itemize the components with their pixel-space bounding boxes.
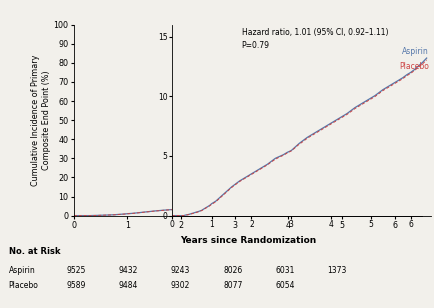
Text: Placebo: Placebo	[398, 62, 427, 71]
Text: Placebo: Placebo	[9, 281, 39, 290]
Text: No. at Risk: No. at Risk	[9, 247, 60, 256]
Text: 9589: 9589	[66, 281, 85, 290]
Text: 9243: 9243	[171, 265, 190, 274]
Text: 9484: 9484	[118, 281, 138, 290]
Text: 6031: 6031	[275, 265, 294, 274]
Text: 9432: 9432	[118, 265, 138, 274]
Text: 9525: 9525	[66, 265, 85, 274]
Text: Aspirin: Aspirin	[401, 47, 427, 56]
Y-axis label: Cumulative Incidence of Primary
Composite End Point (%): Cumulative Incidence of Primary Composit…	[31, 55, 50, 186]
Text: 6054: 6054	[275, 281, 294, 290]
Text: 8077: 8077	[223, 281, 242, 290]
X-axis label: Years since Randomization: Years since Randomization	[179, 236, 316, 245]
Text: 8026: 8026	[223, 265, 242, 274]
Text: 1373: 1373	[327, 265, 346, 274]
Text: 9302: 9302	[171, 281, 190, 290]
Text: Aspirin: Aspirin	[9, 265, 35, 274]
Text: Hazard ratio, 1.01 (95% CI, 0.92–1.11)
P=0.79: Hazard ratio, 1.01 (95% CI, 0.92–1.11) P…	[241, 28, 387, 50]
